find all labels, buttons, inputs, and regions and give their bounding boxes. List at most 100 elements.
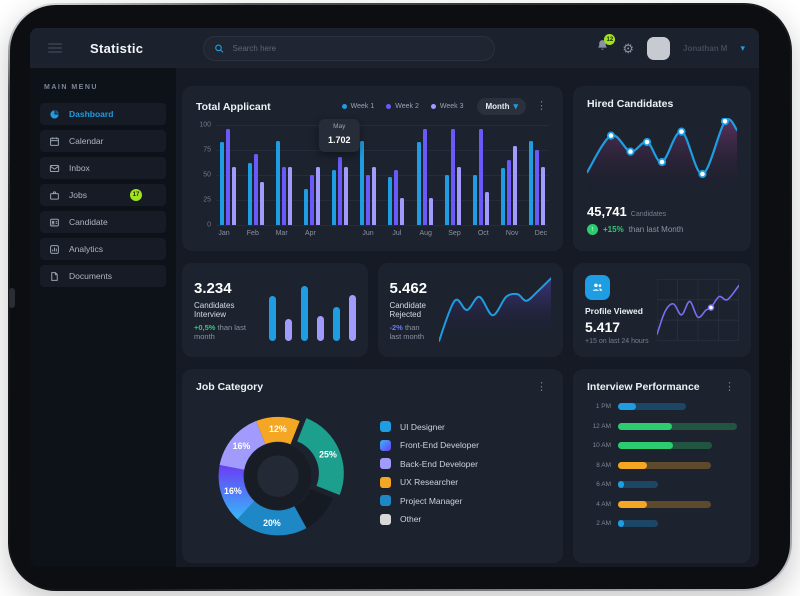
sidebar-item-calendar[interactable]: Calendar [40, 130, 166, 152]
total-applicant-legend: Week 1 Week 2 Week 3 [341, 103, 463, 110]
job-category-legend-item: Other [380, 513, 549, 525]
bar [316, 167, 321, 225]
donut-slice [219, 421, 266, 470]
bar-groups [216, 125, 549, 225]
hired-delta-label: than last Month [628, 225, 684, 234]
interview-performance-rows: 1 PM 12 AM 10 AM 8 AM 6 AM 4 AM 2 AM [587, 403, 737, 527]
total-applicant-chart: 100 75 50 25 0 May 1.702 [196, 119, 549, 237]
sidebar-item-label: Documents [69, 271, 112, 281]
sidebar-item-documents[interactable]: Documents [40, 265, 166, 287]
time-label: 10 AM [592, 442, 611, 449]
legend-dot-icon [341, 104, 347, 109]
legend-label: Week 2 [395, 103, 419, 110]
bar [226, 129, 230, 225]
page-title: Statistic [90, 40, 144, 56]
search-bar[interactable] [203, 35, 496, 61]
y-tick: 75 [203, 146, 211, 154]
hired-value: 45,741 [587, 204, 627, 219]
time-label: 6 AM [596, 481, 611, 488]
performance-bar-dim [618, 403, 686, 410]
bar [248, 163, 253, 225]
bar [276, 141, 281, 225]
bar [232, 167, 236, 225]
sidebar-item-label: Analytics [69, 244, 104, 254]
x-label: Jul [392, 230, 402, 237]
sidebar-item-inbox[interactable]: Inbox [40, 157, 166, 179]
stats-row: 3.234 Candidates Interview +0,5% than la… [182, 263, 563, 357]
total-applicant-card: Total Applicant Week 1 Week 2 Week 3 Month… [182, 86, 563, 251]
bar [528, 141, 533, 225]
bar-group [332, 125, 349, 225]
hired-candidates-title: Hired Candidates [587, 98, 674, 110]
legend-swatch-icon [380, 495, 391, 507]
rejected-delta: -2% [389, 322, 403, 332]
user-name: Jonathan M [683, 43, 728, 53]
performance-row: 10 AM [587, 442, 737, 449]
x-label: Apr [304, 230, 316, 237]
donut-slice [237, 501, 307, 536]
bar [456, 167, 461, 225]
y-axis-ticks: 100 75 50 25 0 [196, 122, 216, 229]
sidebar-menu: Dashboard Calendar Inbox Jobs 17 Candidate Ana… [40, 103, 166, 287]
x-label: Aug [419, 230, 432, 237]
bar [372, 167, 377, 225]
performance-bar-dim [618, 500, 711, 508]
profile-viewed-title: Profile Viewed [585, 306, 643, 316]
job-category-legend-item: UX Researcher [380, 476, 549, 488]
interview-mini-chart [268, 279, 356, 341]
tooltip-value: 1.702 [327, 135, 351, 145]
search-input[interactable] [232, 43, 485, 53]
job-category-menu-icon[interactable]: ⋮ [536, 380, 547, 393]
interview-delta: +0,5% [194, 322, 216, 332]
donut-slice-label: 20% [263, 518, 281, 528]
hired-value-label: Candidates [630, 211, 667, 218]
menu-icon[interactable] [48, 43, 62, 53]
bar [388, 177, 393, 225]
donut-slice-label: 25% [319, 450, 337, 460]
job-category-legend-item: Back-End Developer [380, 458, 549, 470]
bar-group [360, 125, 377, 225]
month-dropdown[interactable]: Month ▾ [477, 98, 526, 115]
donut-slice [297, 418, 344, 496]
gridline [216, 175, 549, 176]
x-label [331, 230, 347, 237]
legend-swatch-icon [380, 439, 391, 451]
document-icon [49, 271, 60, 282]
app-screen: Statistic 12 ⚙ Jonathan M ▾ [30, 28, 759, 567]
sidebar-item-candidate[interactable]: Candidate [40, 211, 166, 233]
user-menu-chevron-icon[interactable]: ▾ [740, 42, 745, 53]
y-tick: 50 [203, 171, 211, 179]
x-label: Nov [505, 230, 519, 237]
total-applicant-menu-icon[interactable]: ⋮ [536, 100, 547, 112]
sidebar-item-dashboard[interactable]: Dashboard [40, 103, 166, 125]
tablet-bezel: Statistic 12 ⚙ Jonathan M ▾ [9, 5, 790, 589]
bar [344, 167, 349, 225]
interview-performance-menu-icon[interactable]: ⋮ [724, 380, 735, 393]
sidebar-item-jobs[interactable]: Jobs 17 [40, 184, 166, 206]
topbar-actions: 12 ⚙ Jonathan M ▾ [596, 34, 745, 60]
donut-slice [256, 416, 300, 445]
chart-tooltip: May 1.702 [318, 119, 360, 152]
rejected-delta-label: than last month [389, 322, 425, 341]
performance-track [618, 442, 737, 449]
rejected-value: 5.462 [389, 279, 428, 297]
legend-swatch-icon [380, 476, 391, 488]
settings-button[interactable]: ⚙ [622, 40, 635, 56]
bar-group [304, 125, 321, 225]
calendar-icon [49, 136, 60, 147]
bar [450, 129, 455, 225]
notifications-button[interactable]: 12 [596, 34, 616, 57]
sidebar-item-analytics[interactable]: Analytics [40, 238, 166, 260]
avatar[interactable] [647, 36, 671, 60]
interview-performance-title: Interview Performance [587, 381, 700, 393]
performance-row: 12 AM [587, 422, 737, 430]
y-tick: 25 [203, 196, 211, 204]
performance-bar-dim [618, 520, 659, 527]
profile-icon [585, 275, 610, 300]
bar [366, 175, 371, 225]
bar [304, 189, 309, 225]
legend-swatch-icon [380, 458, 391, 470]
search-icon [215, 44, 224, 53]
donut-slice-label: 16% [224, 486, 242, 496]
performance-row: 6 AM [587, 481, 737, 488]
